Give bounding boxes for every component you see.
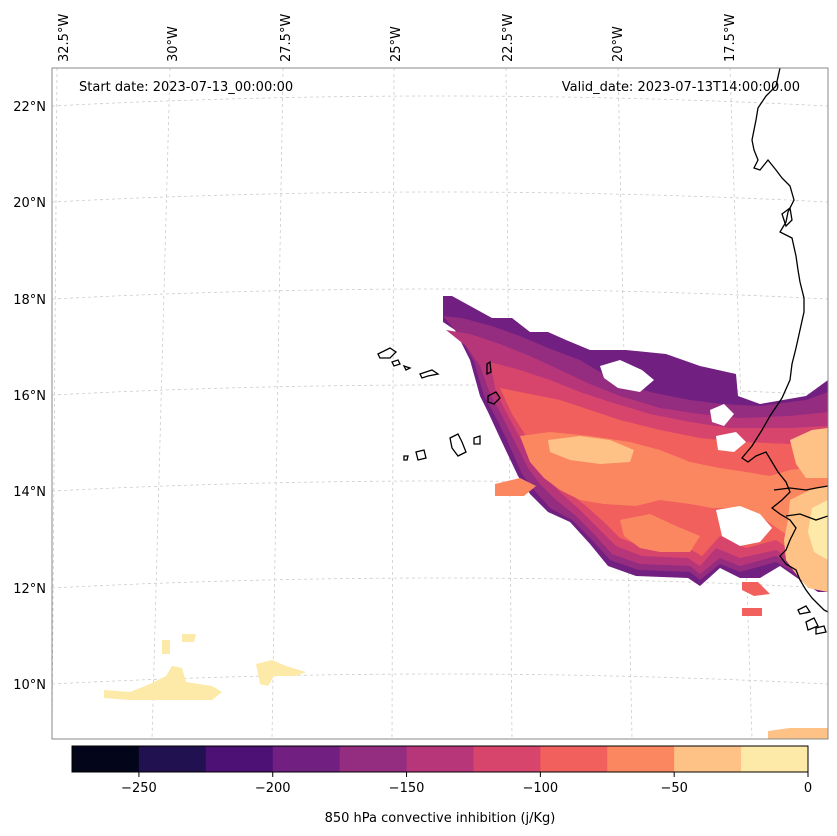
meridian-17-5w	[729, 68, 753, 739]
island-sao-nicolau	[419, 369, 440, 379]
cape-verde-islands	[377, 347, 501, 461]
island-sal	[486, 360, 492, 376]
lon-tick-label: 27.5°W	[279, 14, 294, 62]
lat-tick-label: 18°N	[13, 293, 46, 308]
cin-hole-d	[716, 506, 772, 546]
colorbar-tick-label: −250	[121, 781, 157, 796]
coastline-mauritania-senegal	[741, 68, 828, 613]
african-coastline	[741, 68, 828, 635]
colorbar: −250 −200 −150 −100 −50 0 850 hPa convective …	[71, 745, 812, 826]
colorbar-segment	[406, 746, 474, 772]
colorbar-segment	[674, 746, 742, 772]
colorbar-label: 850 hPa convective inhibition (j/Kg)	[325, 811, 556, 826]
island-santa-luzia	[402, 364, 412, 371]
colorbar-tick-label: −50	[660, 781, 687, 796]
cin-region-sw-patch-3	[162, 634, 196, 654]
colorbar-ticks: −250 −200 −150 −100 −50 0	[121, 772, 812, 796]
coastline-gambia-river	[773, 485, 828, 491]
parallel-18n	[52, 288, 828, 300]
cin-region-plume-50-core	[548, 436, 634, 464]
colorbar-segment	[272, 746, 341, 772]
colorbar-segment	[205, 746, 274, 772]
cin-hole-b	[710, 404, 734, 426]
cin-region-sw-patch-2	[256, 660, 306, 686]
colorbar-tick-label: −200	[255, 781, 291, 796]
meridian-22-5w	[505, 68, 513, 739]
map-gridlines	[52, 68, 828, 739]
meridian-32-5w	[52, 68, 58, 739]
map-frame	[51, 67, 829, 740]
lat-tick-label: 12°N	[13, 582, 46, 597]
island-santiago	[449, 433, 467, 457]
island-boa-vista	[487, 391, 501, 405]
cin-region-plume-75-south	[620, 514, 700, 552]
colorbar-segment	[540, 746, 608, 772]
lat-tick-label: 14°N	[13, 485, 46, 500]
cin-patch-south-2	[742, 608, 762, 616]
meridian-25w	[391, 68, 395, 739]
coastline-casamance	[785, 513, 828, 521]
colorbar-segment	[72, 746, 140, 772]
lat-tick-label: 10°N	[13, 678, 46, 693]
lat-tick-label: 22°N	[13, 100, 46, 115]
cin-contours	[104, 296, 828, 739]
colorbar-tick-label: −150	[389, 781, 425, 796]
cin-region-plume-75-west	[495, 478, 536, 496]
colorbar-segments	[72, 746, 809, 772]
lon-tick-label: 32.5°W	[57, 14, 72, 62]
colorbar-tick-label: 0	[804, 781, 812, 796]
colorbar-frame	[71, 745, 809, 773]
lon-tick-label: 30°W	[166, 26, 181, 62]
lat-tick-labels: 22°N 20°N 18°N 16°N 14°N 12°N 10°N	[13, 100, 46, 693]
lon-tick-label: 20°W	[611, 26, 626, 62]
colorbar-segment	[339, 746, 408, 772]
valid-date-label: Valid_date: 2023-07-13T14:00:00.00	[562, 80, 800, 95]
map-panel: Start date: 2023-07-13_00:00:00 Valid_da…	[51, 67, 829, 740]
cin-region-sw-patch	[104, 666, 222, 700]
island-sao-vicente	[391, 359, 401, 367]
coastline-dakar-islet	[781, 206, 793, 228]
meridian-30w	[151, 68, 171, 739]
parallel-14n	[52, 480, 828, 492]
lon-tick-label: 25°W	[389, 26, 404, 62]
colorbar-tick-label: −100	[523, 781, 559, 796]
meridian-27-5w	[271, 68, 284, 739]
lat-tick-label: 16°N	[13, 389, 46, 404]
coastline-bijagos-3	[815, 625, 827, 635]
colorbar-segment	[741, 746, 809, 772]
cin-region-plume-75	[520, 432, 828, 560]
lat-tick-label: 20°N	[13, 196, 46, 211]
cin-hole-c	[716, 432, 746, 452]
start-date-label: Start date: 2023-07-13_00:00:00	[79, 80, 293, 95]
cin-region-plume-50-coast	[790, 428, 828, 478]
cin-region-coast-0	[808, 500, 828, 560]
colorbar-segment	[607, 746, 675, 772]
cin-patch-south-1	[742, 582, 770, 596]
lon-tick-label: 22.5°W	[501, 14, 516, 62]
island-santo-antao	[377, 347, 398, 359]
cin-region-se-corner	[768, 728, 828, 739]
island-maio	[473, 435, 481, 445]
island-brava	[403, 455, 409, 461]
island-fogo	[415, 449, 427, 461]
parallel-16n	[52, 384, 828, 396]
coastline-bijagos-1	[797, 605, 812, 615]
parallel-20n	[52, 191, 828, 203]
parallel-12n	[52, 577, 828, 589]
lon-tick-label: 17.5°W	[723, 14, 738, 62]
colorbar-segment	[473, 746, 541, 772]
meridian-20w	[617, 68, 633, 739]
colorbar-segment	[138, 746, 207, 772]
cin-hole-a	[600, 360, 654, 392]
coastline-bijagos-2	[805, 617, 819, 631]
lon-tick-labels: 32.5°W 30°W 27.5°W 25°W 22.5°W 20°W 17.5…	[57, 14, 738, 62]
parallel-22n	[52, 95, 828, 107]
